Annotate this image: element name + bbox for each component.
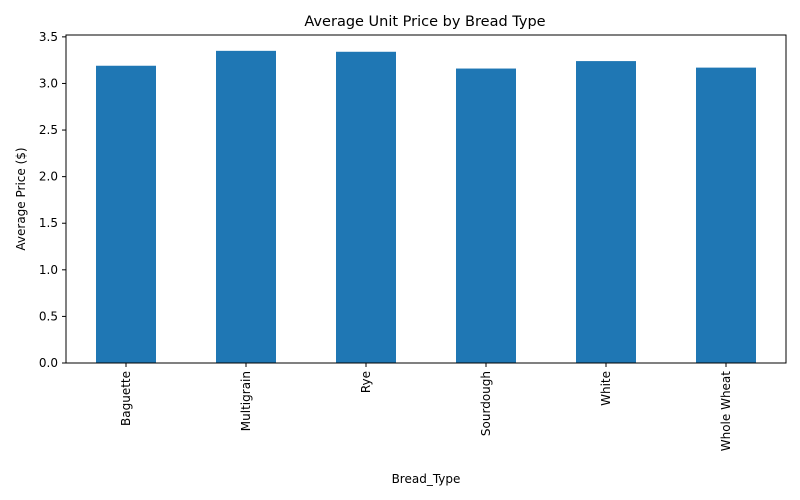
y-tick-label: 1.0	[39, 263, 58, 277]
y-tick-label: 2.5	[39, 123, 58, 137]
x-tick-label: Rye	[359, 371, 373, 393]
bars-group	[96, 50, 756, 363]
y-axis: 0.0 0.5 1.0 1.5 2.0 2.5 3.0 3.5	[39, 30, 66, 370]
x-tick-label: Whole Wheat	[719, 371, 733, 452]
bar-white	[576, 61, 636, 363]
plot-frame	[65, 34, 787, 364]
bar-whole-wheat	[696, 67, 756, 363]
chart-title: Average Unit Price by Bread Type	[304, 14, 545, 30]
x-axis-label: Bread_Type	[392, 472, 461, 486]
y-tick-label: 1.5	[39, 216, 58, 230]
y-tick-label: 3.0	[39, 76, 58, 90]
y-tick-label: 3.5	[39, 30, 58, 44]
y-axis-label: Average Price ($)	[14, 147, 28, 250]
x-tick-label: Baguette	[119, 371, 133, 426]
bar-sourdough	[456, 68, 516, 363]
y-tick-label: 2.0	[39, 170, 58, 184]
bar-rye	[336, 51, 396, 363]
bar-baguette	[96, 65, 156, 363]
y-tick-label: 0.0	[39, 356, 58, 370]
x-tick-label: Multigrain	[239, 371, 253, 431]
x-tick-label: White	[599, 371, 613, 406]
y-tick-label: 0.5	[39, 309, 58, 323]
x-tick-label: Sourdough	[479, 371, 493, 436]
bar-multigrain	[216, 50, 276, 363]
x-axis: Baguette Multigrain Rye Sourdough White Whole…	[119, 363, 733, 451]
